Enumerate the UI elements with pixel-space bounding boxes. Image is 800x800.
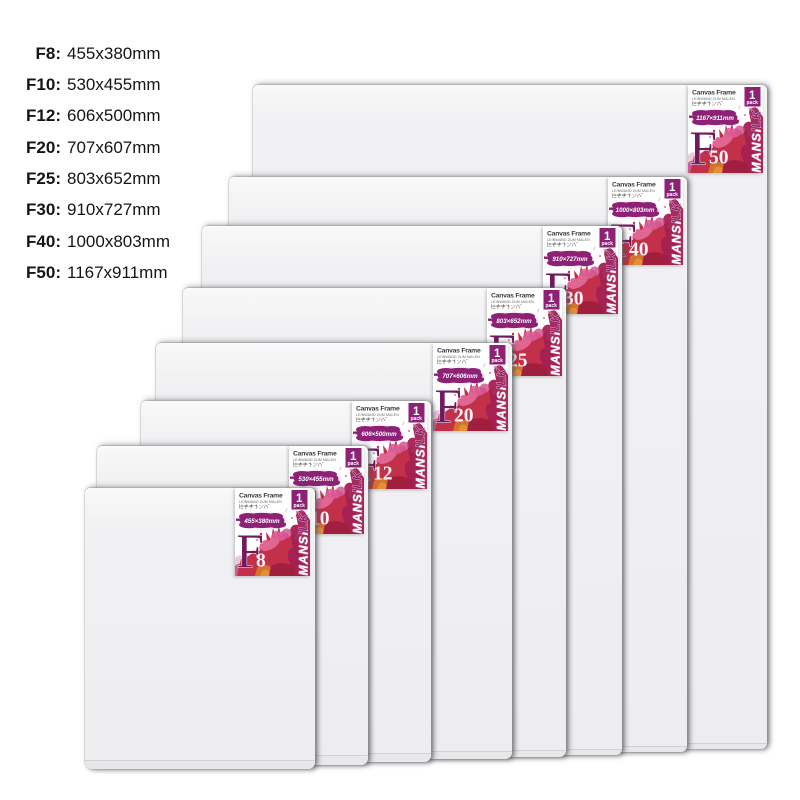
- svg-text:1167×911mm: 1167×911mm: [696, 115, 734, 122]
- svg-text:8: 8: [256, 551, 266, 572]
- svg-text:pack: pack: [293, 503, 305, 509]
- svg-text:MANSILK: MANSILK: [297, 512, 311, 575]
- svg-text:Canvas Frame: Canvas Frame: [293, 451, 337, 458]
- svg-text:1: 1: [548, 293, 555, 305]
- svg-text:MANSILK: MANSILK: [750, 109, 764, 172]
- svg-text:MANSILK: MANSILK: [414, 425, 428, 488]
- svg-text:LEINWAND ZUM MALEN: LEINWAND ZUM MALEN: [356, 413, 399, 417]
- svg-text:MANSILK: MANSILK: [750, 109, 764, 172]
- svg-text:12: 12: [373, 464, 393, 485]
- svg-text:MANSILK: MANSILK: [549, 312, 563, 375]
- svg-text:1: 1: [350, 451, 357, 463]
- svg-text:20: 20: [454, 406, 474, 427]
- svg-text:455×380mm: 455×380mm: [243, 518, 280, 525]
- svg-text:MANSILK: MANSILK: [351, 470, 365, 533]
- svg-text:Canvas Frame: Canvas Frame: [612, 182, 656, 189]
- svg-text:1000×803mm: 1000×803mm: [616, 207, 655, 214]
- svg-text:LEINWAND ZUM MALEN: LEINWAND ZUM MALEN: [692, 97, 735, 101]
- svg-text:50: 50: [709, 148, 729, 169]
- svg-text:Canvas Frame: Canvas Frame: [356, 406, 400, 413]
- svg-text:803×652mm: 803×652mm: [496, 318, 532, 325]
- svg-text:LEINWAND ZUM MALEN: LEINWAND ZUM MALEN: [491, 300, 534, 304]
- svg-text:MANSILK: MANSILK: [670, 201, 684, 264]
- svg-text:pack: pack: [601, 241, 613, 247]
- svg-text:MANSILK: MANSILK: [414, 425, 428, 488]
- svg-text:707×606mm: 707×606mm: [442, 373, 478, 380]
- svg-text:Canvas Frame: Canvas Frame: [239, 493, 283, 500]
- svg-text:606×500mm: 606×500mm: [361, 431, 397, 438]
- svg-text:30: 30: [564, 289, 584, 310]
- svg-text:F: F: [690, 121, 717, 174]
- svg-text:910×727mm: 910×727mm: [552, 256, 588, 263]
- svg-text:MANSILK: MANSILK: [495, 367, 509, 430]
- svg-text:MANSILK: MANSILK: [549, 312, 563, 375]
- svg-text:1: 1: [749, 90, 756, 102]
- svg-text:25: 25: [508, 351, 528, 372]
- svg-text:40: 40: [629, 240, 649, 261]
- svg-text:1: 1: [604, 231, 611, 243]
- svg-text:MANSILK: MANSILK: [605, 250, 619, 313]
- svg-text:1: 1: [413, 406, 420, 418]
- svg-text:pack: pack: [491, 358, 503, 364]
- svg-text:Canvas Frame: Canvas Frame: [692, 90, 736, 97]
- svg-text:pack: pack: [746, 100, 758, 106]
- svg-text:Canvas Frame: Canvas Frame: [437, 348, 481, 355]
- svg-text:MANSILK: MANSILK: [605, 250, 619, 313]
- svg-text:LEINWAND ZUM MALEN: LEINWAND ZUM MALEN: [293, 458, 336, 462]
- svg-text:pack: pack: [545, 303, 557, 309]
- svg-text:pack: pack: [666, 192, 678, 198]
- svg-text:530×455mm: 530×455mm: [298, 476, 334, 483]
- svg-text:LEINWAND ZUM MALEN: LEINWAND ZUM MALEN: [437, 355, 480, 359]
- svg-text:MANSILK: MANSILK: [495, 367, 509, 430]
- svg-text:1: 1: [296, 493, 303, 505]
- svg-text:Canvas Frame: Canvas Frame: [547, 231, 591, 238]
- svg-text:1: 1: [494, 348, 501, 360]
- svg-text:LEINWAND ZUM MALEN: LEINWAND ZUM MALEN: [612, 189, 655, 193]
- svg-text:MANSILK: MANSILK: [351, 470, 365, 533]
- svg-text:LEINWAND ZUM MALEN: LEINWAND ZUM MALEN: [547, 238, 590, 242]
- svg-text:pack: pack: [410, 416, 422, 422]
- svg-text:1: 1: [669, 182, 676, 194]
- svg-text:MANSILK: MANSILK: [297, 512, 311, 575]
- svg-text:Canvas Frame: Canvas Frame: [491, 293, 535, 300]
- svg-text:pack: pack: [347, 461, 359, 467]
- svg-text:MANSILK: MANSILK: [670, 201, 684, 264]
- svg-text:F: F: [435, 379, 462, 432]
- svg-text:F: F: [237, 524, 264, 577]
- svg-text:LEINWAND ZUM MALEN: LEINWAND ZUM MALEN: [239, 500, 282, 504]
